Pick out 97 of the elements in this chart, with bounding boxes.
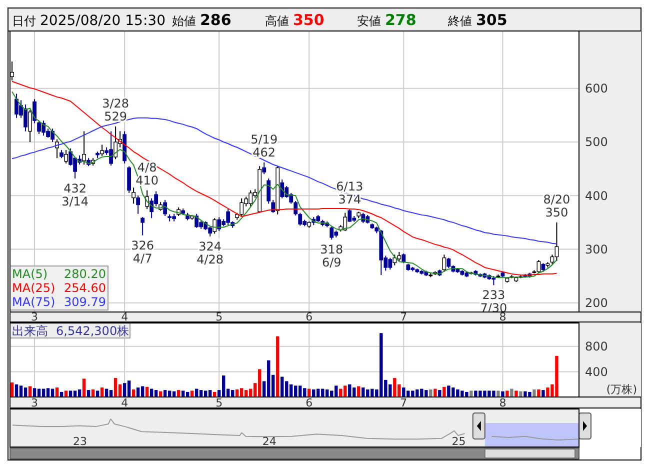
text: 日付 2025/08/20 15:30 bbox=[12, 13, 166, 29]
candlestick bbox=[280, 179, 284, 199]
y-tick-label: 200 bbox=[585, 296, 608, 310]
x-tick-label: 8 bbox=[499, 396, 506, 410]
candlestick bbox=[298, 212, 302, 226]
annotation: 432 3/14 bbox=[62, 181, 89, 208]
bar bbox=[276, 336, 280, 397]
candlestick bbox=[442, 254, 446, 272]
candlestick bbox=[114, 126, 118, 160]
bar bbox=[470, 390, 473, 397]
bar bbox=[506, 390, 509, 397]
y-tick-label: 600 bbox=[585, 82, 608, 96]
candlestick bbox=[536, 259, 541, 274]
bar bbox=[140, 386, 144, 397]
y-tick-label: 400 bbox=[585, 188, 608, 203]
x-tick-label: 24 bbox=[262, 435, 276, 448]
x-tick-label: 4 bbox=[121, 310, 128, 324]
bar bbox=[28, 386, 32, 397]
bar bbox=[46, 388, 50, 397]
candlestick bbox=[294, 200, 298, 216]
candlestick bbox=[266, 178, 271, 204]
x-tick-label: 3 bbox=[31, 396, 38, 410]
candlestick bbox=[330, 226, 334, 240]
candlestick bbox=[217, 216, 222, 232]
candlestick bbox=[348, 209, 352, 222]
bar bbox=[532, 389, 536, 397]
y-tick-label: 500 bbox=[585, 135, 608, 150]
text: 安値 278 bbox=[357, 11, 416, 29]
text: 終値 305 bbox=[447, 11, 508, 29]
candlestick bbox=[212, 218, 217, 234]
y-tick-label: 800 bbox=[585, 340, 608, 354]
candlestick bbox=[100, 144, 104, 156]
x-tick-label: 25 bbox=[452, 435, 466, 448]
candlestick bbox=[28, 109, 32, 143]
annotation: 8/20 350 bbox=[543, 192, 570, 220]
bar bbox=[32, 388, 36, 397]
bar bbox=[19, 386, 23, 397]
annotation: 324 4/28 bbox=[196, 239, 224, 266]
candlestick bbox=[554, 222, 559, 262]
text: 始値 286 bbox=[172, 11, 232, 29]
bar bbox=[114, 378, 118, 397]
candlestick bbox=[82, 130, 86, 166]
bar bbox=[438, 390, 442, 397]
x-tick-label: 6 bbox=[306, 396, 313, 410]
x-tick-label: 7 bbox=[400, 310, 408, 324]
annotation: 326 4/7 bbox=[131, 238, 154, 266]
candlestick bbox=[132, 187, 136, 204]
bar bbox=[442, 386, 446, 397]
bar bbox=[280, 376, 284, 397]
candlestick bbox=[194, 213, 199, 228]
candlestick bbox=[127, 166, 132, 194]
bar bbox=[434, 388, 437, 397]
x-tick-label: 5 bbox=[216, 310, 223, 324]
candlestick bbox=[150, 198, 154, 219]
text: MA(75) 309.79 bbox=[12, 295, 106, 309]
text: 高値 350 bbox=[265, 11, 324, 29]
bar bbox=[514, 390, 518, 397]
bar bbox=[10, 382, 14, 397]
candlestick bbox=[446, 257, 451, 269]
y-tick-label: 300 bbox=[585, 242, 608, 256]
annotation: 6/13 374 bbox=[336, 180, 364, 207]
bar bbox=[496, 390, 500, 397]
candlestick bbox=[140, 216, 145, 236]
candlestick bbox=[392, 254, 397, 266]
x-tick-label: 5 bbox=[216, 396, 223, 410]
y-axis-title: (万株) bbox=[606, 383, 637, 396]
annotation: 5/19 462 bbox=[250, 132, 278, 160]
x-tick-label: 4 bbox=[121, 396, 128, 410]
bar bbox=[429, 389, 432, 397]
y-tick-label: 400 bbox=[585, 364, 608, 379]
annotation: 318 6/9 bbox=[320, 242, 344, 270]
bar bbox=[127, 380, 131, 397]
bar bbox=[357, 386, 360, 397]
bar bbox=[519, 391, 522, 397]
x-tick-label: 6 bbox=[306, 310, 313, 324]
x-tick-label: 7 bbox=[400, 396, 408, 410]
candlestick bbox=[163, 199, 168, 217]
candlestick bbox=[55, 138, 59, 159]
x-tick-label: 8 bbox=[499, 310, 506, 324]
bar bbox=[122, 383, 126, 397]
annotation: 3/28 529 bbox=[102, 96, 130, 124]
candlestick bbox=[32, 98, 36, 124]
bar bbox=[82, 378, 86, 397]
bar bbox=[542, 390, 545, 397]
bar bbox=[510, 388, 514, 397]
candlestick bbox=[136, 195, 140, 214]
x-tick-label: 23 bbox=[73, 435, 88, 448]
candlestick bbox=[64, 150, 68, 164]
candlestick bbox=[262, 162, 266, 175]
text: MA(25) 254.60 bbox=[12, 281, 106, 295]
bar bbox=[501, 391, 504, 397]
x-tick-label: 3 bbox=[31, 310, 38, 324]
annotation: 出来高 6,542,300株 bbox=[12, 324, 130, 338]
candlestick bbox=[402, 253, 406, 264]
bar bbox=[537, 389, 540, 397]
candlestick bbox=[271, 199, 276, 214]
text: MA(5) 280.20 bbox=[12, 267, 106, 281]
